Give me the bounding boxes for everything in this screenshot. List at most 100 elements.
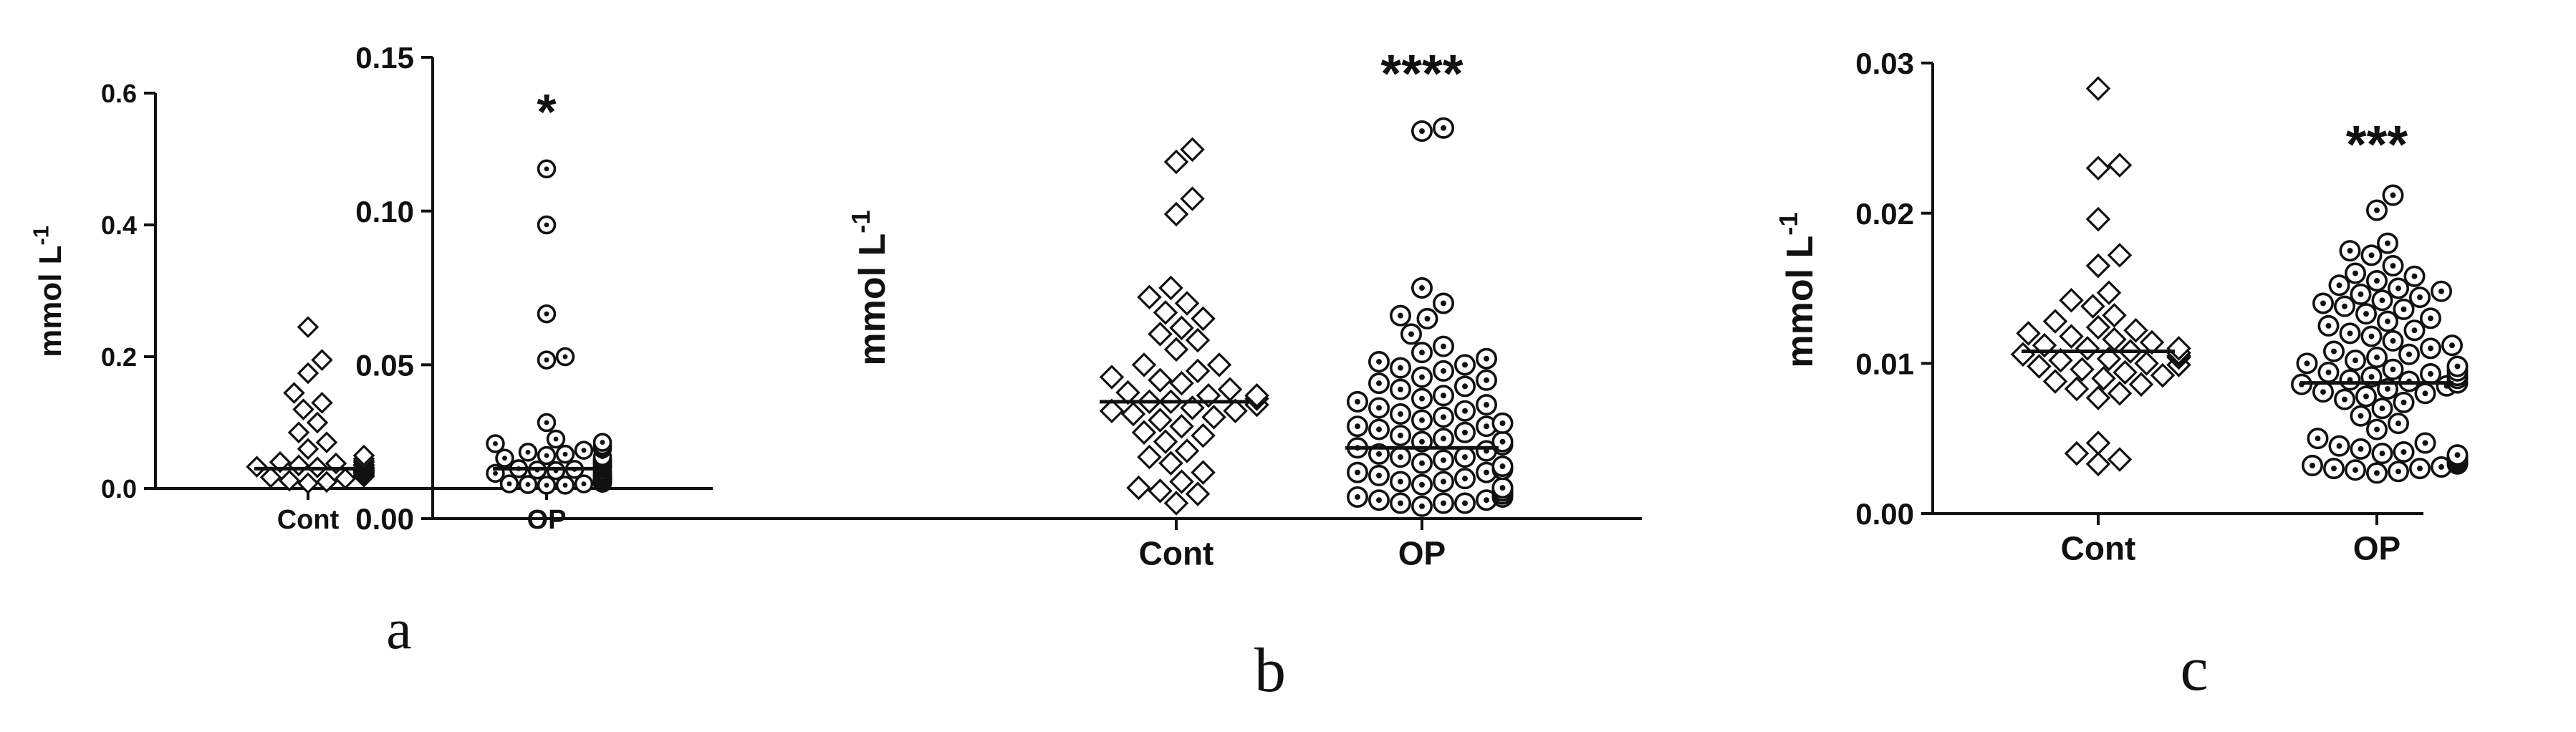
data-point-center-dot [581, 448, 587, 453]
data-point-cont [297, 362, 319, 385]
panel-label: a [386, 598, 412, 661]
data-point-cont [2085, 253, 2111, 279]
data-point-center-dot [1441, 435, 1446, 442]
data-point-center-dot [2374, 470, 2380, 476]
y-tick-label: 0.00 [1855, 497, 1914, 531]
y-axis-label: mmol L-1 [1774, 212, 1821, 367]
data-point-cont [1131, 352, 1157, 377]
data-point-center-dot [2449, 342, 2455, 349]
data-point-cont [2070, 357, 2095, 382]
data-point-cont [1201, 405, 1226, 430]
data-point-cont [1169, 370, 1194, 396]
data-point-cont [2102, 327, 2127, 352]
data-point-center-dot [544, 357, 549, 363]
data-point-cont [2107, 153, 2133, 178]
data-point-center-dot [1499, 438, 1506, 445]
data-point-center-dot [2347, 330, 2353, 337]
data-point-center-dot [493, 441, 498, 446]
data-point-cont [2085, 155, 2111, 181]
data-point-center-dot [1462, 500, 1468, 506]
data-point-cont [297, 438, 319, 461]
y-tick-label: 0.15 [355, 41, 414, 74]
data-point-center-dot [1398, 433, 1403, 439]
data-point-cont [297, 472, 319, 494]
data-point-cont [2042, 309, 2068, 334]
data-point-center-dot [544, 482, 549, 488]
data-point-center-dot [2374, 278, 2380, 284]
data-point-center-dot [2390, 337, 2396, 344]
data-point-cont [1185, 481, 1211, 506]
data-point-center-dot [2417, 294, 2423, 301]
data-point-center-dot [1376, 380, 1382, 387]
data-point-center-dot [2358, 291, 2364, 297]
data-point-cont [1126, 475, 1151, 501]
data-point-cont [2091, 366, 2116, 391]
data-point-center-dot [600, 440, 605, 446]
data-point-cont [2134, 351, 2159, 376]
y-tick-label: 0.0 [101, 474, 137, 504]
data-point-cont [1153, 429, 1178, 454]
data-point-cont [2059, 324, 2084, 349]
data-point-center-dot [1424, 315, 1431, 322]
data-point-center-dot [2379, 297, 2385, 304]
data-point-center-dot [2385, 240, 2390, 246]
data-point-center-dot [2331, 466, 2337, 472]
data-point-center-dot [1441, 478, 1446, 485]
x-category-label: OP [2353, 529, 2400, 567]
data-point-cont [2080, 294, 2105, 319]
data-point-cont [2064, 376, 2090, 402]
data-point-center-dot [2315, 435, 2321, 442]
data-point-center-dot [1419, 460, 1425, 466]
data-point-cont [2150, 362, 2176, 388]
data-point-cont [2107, 447, 2133, 472]
data-point-cont [1169, 469, 1194, 494]
data-point-center-dot [2390, 192, 2396, 198]
data-point-center-dot [2347, 248, 2353, 254]
data-point-center-dot [1499, 485, 1506, 491]
data-point-center-dot [544, 453, 549, 458]
data-point-center-dot [2395, 420, 2401, 427]
data-point-cont [2059, 288, 2084, 313]
data-point-center-dot [2325, 322, 2332, 329]
data-point-center-dot [2385, 318, 2390, 324]
data-point-center-dot [1462, 429, 1468, 435]
data-point-center-dot [1398, 312, 1403, 319]
data-point-cont [2064, 440, 2090, 466]
y-tick-label: 0.02 [1855, 197, 1914, 231]
data-point-cont [1099, 365, 1125, 390]
data-point-center-dot [2395, 468, 2401, 475]
data-point-cont [2128, 372, 2154, 397]
y-tick-label: 0.4 [101, 211, 137, 240]
data-point-center-dot [2428, 315, 2433, 322]
significance-label: *** [2346, 115, 2408, 174]
data-point-center-dot [1419, 503, 1425, 509]
data-point-cont [1169, 315, 1194, 341]
data-point-center-dot [1355, 493, 1360, 500]
data-point-cont [1206, 352, 1232, 377]
data-point-center-dot [1398, 365, 1403, 371]
data-point-center-dot [2390, 366, 2396, 372]
y-axis-label: mmol L-1 [846, 210, 893, 365]
data-point-cont [1137, 444, 1162, 470]
data-point-center-dot [1408, 331, 1414, 337]
data-point-center-dot [2411, 327, 2418, 334]
data-point-cont [306, 411, 329, 434]
x-category-label: OP [1398, 534, 1446, 572]
data-point-cont [287, 421, 310, 444]
data-point-center-dot [2368, 333, 2375, 339]
data-point-center-dot [1462, 408, 1468, 414]
data-point-center-dot [2379, 405, 2385, 412]
data-point-center-dot [2438, 288, 2444, 294]
data-point-cont [1120, 401, 1146, 427]
data-point-center-dot [1376, 426, 1382, 433]
data-point-center-dot [1355, 398, 1360, 405]
data-point-cont [2042, 369, 2068, 394]
data-point-cont [1148, 408, 1173, 433]
data-point-center-dot [2428, 345, 2433, 352]
data-point-center-dot [2304, 360, 2310, 367]
data-point-center-dot [2428, 371, 2433, 377]
data-point-center-dot [562, 482, 568, 488]
data-point-center-dot [1398, 411, 1403, 417]
data-point-center-dot [1419, 395, 1425, 402]
